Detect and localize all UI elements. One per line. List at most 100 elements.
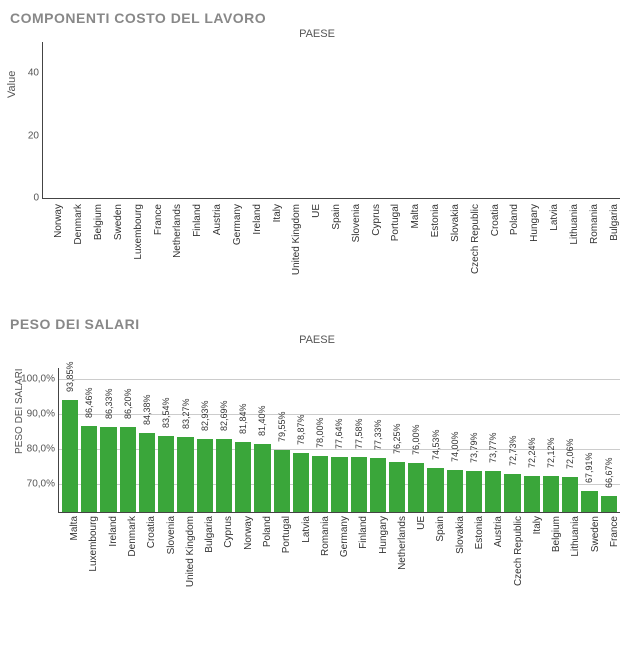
chart1-bar	[500, 42, 519, 198]
chart2-value-label: 74,53%	[431, 429, 441, 463]
chart2-bar: 84,38%	[138, 368, 156, 512]
chart1-xlabel: Slovakia	[441, 202, 460, 292]
chart2-xlabel: Slovakia	[446, 514, 464, 614]
chart2-bar: 86,33%	[99, 368, 117, 512]
chart1-bar	[401, 42, 420, 198]
chart2-xlabel: Italy	[523, 514, 541, 614]
chart2-bar: 81,40%	[253, 368, 271, 512]
chart1-bar	[560, 42, 579, 198]
chart2-value-label: 86,33%	[104, 388, 114, 422]
chart2-bar: 73,77%	[484, 368, 502, 512]
chart2-bar: 78,87%	[292, 368, 310, 512]
chart2-value-label: 86,46%	[84, 388, 94, 422]
chart2-bar: 74,00%	[446, 368, 464, 512]
chart1-bar	[65, 42, 84, 198]
chart2-bar: 78,00%	[311, 368, 329, 512]
chart2-bar: 72,06%	[561, 368, 579, 512]
chart1-bar	[85, 42, 104, 198]
chart2-bar: 67,91%	[580, 368, 598, 512]
chart1-bar	[243, 42, 262, 198]
chart1-xlabel: Norway	[44, 202, 63, 292]
chart1-xlabel: Portugal	[381, 202, 400, 292]
chart1-xlabel: Cyprus	[361, 202, 380, 292]
chart1-xlabel: Romania	[579, 202, 598, 292]
chart2-value-label: 93,85%	[65, 362, 75, 396]
chart1-xlabel: Italy	[262, 202, 281, 292]
chart2-xlabel: UE	[407, 514, 425, 614]
chart1-title: COMPONENTI COSTO DEL LAVORO	[10, 10, 624, 26]
chart1-bar	[599, 42, 618, 198]
chart1-bar	[322, 42, 341, 198]
chart2-value-label: 67,91%	[584, 453, 594, 487]
chart2-bar: 93,85%	[61, 368, 79, 512]
chart2-value-label: 72,73%	[508, 436, 518, 470]
chart2-bar: 81,84%	[234, 368, 252, 512]
chart2: PAESE PESO DEI SALARI 70,0%80,0%90,0%100…	[10, 334, 624, 624]
chart2-value-label: 83,27%	[181, 399, 191, 433]
chart1-xlabel: Belgium	[84, 202, 103, 292]
chart2-plot: 70,0%80,0%90,0%100,0% 93,85%86,46%86,33%…	[58, 368, 620, 513]
chart1-bar	[481, 42, 500, 198]
chart1-bar	[382, 42, 401, 198]
chart1-bar	[342, 42, 361, 198]
chart2-bar: 77,33%	[369, 368, 387, 512]
chart1-xlabels: NorwayDenmarkBelgiumSwedenLuxembourgFran…	[42, 202, 620, 292]
chart2-xlabel: Netherlands	[388, 514, 406, 614]
chart1-xlabel: France	[143, 202, 162, 292]
chart1-xlabel: UE	[302, 202, 321, 292]
chart1-xlabel: Poland	[500, 202, 519, 292]
chart1-bar	[104, 42, 123, 198]
chart2-xlabel: Germany	[330, 514, 348, 614]
chart2-ytick: 80,0%	[13, 443, 55, 454]
chart2-xlabel: Spain	[426, 514, 444, 614]
chart2-xlabel: Belgium	[542, 514, 560, 614]
chart2-value-label: 81,40%	[257, 405, 267, 439]
chart1-bar	[45, 42, 64, 198]
chart1-xlabel: Croatia	[480, 202, 499, 292]
chart2-xlabel: Romania	[311, 514, 329, 614]
chart2-bar: 86,20%	[119, 368, 137, 512]
chart1-bar	[144, 42, 163, 198]
chart2-xlabel: Luxembourg	[79, 514, 97, 614]
chart2-value-label: 76,00%	[411, 424, 421, 458]
chart2-xlabel: Austria	[484, 514, 502, 614]
chart1-bar	[461, 42, 480, 198]
chart2-xlabel: Bulgaria	[195, 514, 213, 614]
chart2-xlabel: Latvia	[291, 514, 309, 614]
chart1-bar	[164, 42, 183, 198]
chart2-value-label: 66,67%	[604, 457, 614, 491]
chart2-bar: 76,00%	[407, 368, 425, 512]
chart2-xlabel: France	[600, 514, 618, 614]
chart1-bar	[580, 42, 599, 198]
chart1-plot: 02040	[42, 42, 620, 199]
chart1-bar	[302, 42, 321, 198]
chart2-value-label: 77,33%	[373, 420, 383, 454]
chart2-xlabels: MaltaLuxembourgIrelandDenmarkCroatiaSlov…	[58, 514, 620, 614]
chart2-ytick: 90,0%	[13, 408, 55, 419]
chart2-value-label: 72,24%	[527, 438, 537, 472]
chart2-value-label: 83,54%	[161, 398, 171, 432]
chart2-bar: 77,58%	[350, 368, 368, 512]
chart2-xlabel: Estonia	[465, 514, 483, 614]
chart1-xlabel: Finland	[183, 202, 202, 292]
chart1-xlabel: Czech Republic	[460, 202, 479, 292]
chart2-ytick: 70,0%	[13, 478, 55, 489]
chart1-ytick: 0	[15, 193, 39, 204]
chart2-xlabel: Sweden	[581, 514, 599, 614]
chart1: PAESE Value 02040 NorwayDenmarkBelgiumSw…	[10, 28, 624, 298]
chart1-bar	[421, 42, 440, 198]
chart1-xlabel: Germany	[222, 202, 241, 292]
chart1-xlabel: Ireland	[242, 202, 261, 292]
chart1-bar	[203, 42, 222, 198]
chart2-value-label: 76,25%	[392, 423, 402, 457]
chart2-bar: 77,64%	[330, 368, 348, 512]
chart2-bar: 72,73%	[503, 368, 521, 512]
chart2-bar: 82,69%	[215, 368, 233, 512]
chart2-bar: 86,46%	[80, 368, 98, 512]
chart1-bar	[520, 42, 539, 198]
chart2-bar: 82,93%	[196, 368, 214, 512]
chart2-value-label: 74,00%	[450, 431, 460, 465]
chart2-xlabel: Poland	[253, 514, 271, 614]
chart1-xlabel: Estonia	[421, 202, 440, 292]
chart1-bar	[124, 42, 143, 198]
